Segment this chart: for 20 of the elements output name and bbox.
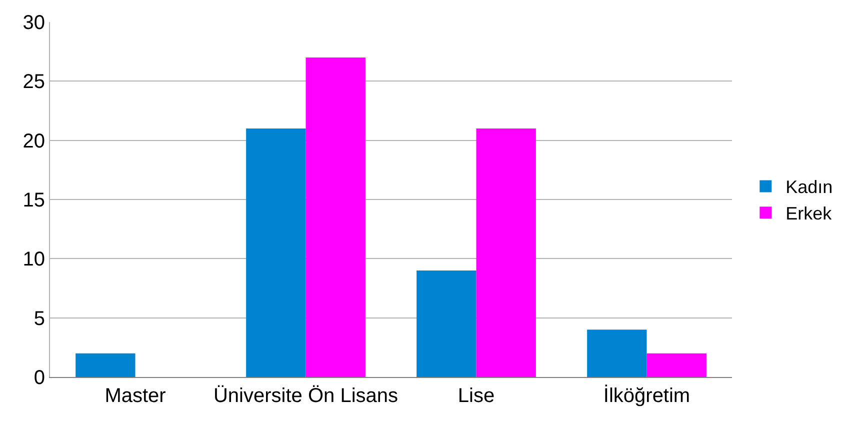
x-tick-label: İlköğretim	[603, 384, 690, 407]
bar	[76, 353, 136, 377]
x-tick-label: Lise	[458, 385, 495, 407]
bar	[587, 330, 647, 377]
y-tick-label: 0	[34, 367, 45, 389]
y-tick-label: 30	[22, 12, 45, 34]
bar	[246, 128, 306, 377]
bar	[646, 353, 706, 377]
legend-label: Kadın	[786, 177, 833, 198]
y-tick-label: 20	[22, 130, 45, 152]
y-tick-label: 15	[22, 190, 45, 212]
y-tick-label: 10	[22, 248, 45, 271]
x-tick-label: Üniversite Ön Lisans	[213, 385, 398, 407]
bar	[476, 128, 536, 377]
legend-label: Erkek	[786, 204, 833, 224]
x-tick-label: Master	[104, 385, 166, 407]
bar	[306, 58, 366, 377]
bar	[416, 270, 476, 377]
y-tick-label: 5	[34, 308, 45, 330]
y-tick-label: 25	[22, 71, 45, 94]
